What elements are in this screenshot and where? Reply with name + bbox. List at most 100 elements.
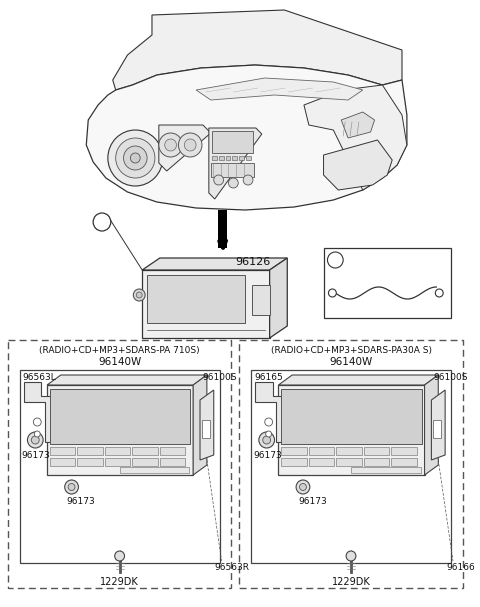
- Polygon shape: [217, 210, 228, 248]
- Bar: [251, 370, 451, 563]
- Bar: [309, 458, 335, 466]
- Circle shape: [31, 436, 39, 444]
- Bar: [252, 285, 270, 315]
- Polygon shape: [47, 375, 207, 385]
- Circle shape: [131, 153, 140, 163]
- Circle shape: [27, 432, 43, 448]
- Circle shape: [34, 431, 40, 437]
- Text: 96173: 96173: [67, 497, 96, 506]
- Bar: [232, 156, 237, 160]
- Polygon shape: [209, 128, 262, 199]
- Circle shape: [123, 146, 147, 170]
- Text: a: a: [333, 256, 338, 265]
- Polygon shape: [278, 375, 438, 385]
- Bar: [226, 156, 230, 160]
- Polygon shape: [200, 390, 214, 460]
- Bar: [132, 447, 158, 455]
- Circle shape: [33, 418, 41, 426]
- Bar: [212, 131, 253, 153]
- Text: 96100S: 96100S: [202, 373, 237, 382]
- Circle shape: [93, 213, 111, 231]
- Bar: [433, 420, 441, 438]
- Polygon shape: [304, 85, 407, 190]
- Bar: [47, 385, 193, 475]
- Text: 96173: 96173: [22, 452, 50, 461]
- Circle shape: [296, 480, 310, 494]
- Bar: [8, 340, 231, 588]
- Circle shape: [243, 175, 253, 185]
- Bar: [202, 420, 210, 438]
- Bar: [364, 458, 389, 466]
- Text: 96165: 96165: [254, 373, 283, 382]
- Text: 96125C: 96125C: [357, 255, 398, 265]
- Circle shape: [328, 289, 336, 297]
- Bar: [120, 467, 189, 473]
- Polygon shape: [196, 78, 363, 100]
- Text: 96563R: 96563R: [215, 563, 250, 572]
- Circle shape: [159, 133, 182, 157]
- Text: 96166: 96166: [446, 563, 475, 572]
- Bar: [281, 447, 307, 455]
- Circle shape: [346, 551, 356, 561]
- Bar: [391, 447, 417, 455]
- Polygon shape: [341, 112, 374, 138]
- Text: 1229DK: 1229DK: [332, 577, 371, 587]
- Text: (RADIO+CD+MP3+SDARS-PA30A S): (RADIO+CD+MP3+SDARS-PA30A S): [271, 345, 432, 354]
- Text: 96140W: 96140W: [98, 357, 141, 367]
- Circle shape: [108, 130, 163, 186]
- Bar: [239, 340, 463, 588]
- Bar: [147, 275, 245, 323]
- Text: 96140W: 96140W: [329, 357, 372, 367]
- Bar: [239, 156, 244, 160]
- Bar: [212, 156, 216, 160]
- Polygon shape: [270, 258, 287, 338]
- Circle shape: [133, 289, 145, 301]
- Polygon shape: [324, 140, 392, 190]
- Bar: [336, 458, 362, 466]
- Circle shape: [228, 178, 238, 188]
- Bar: [211, 163, 254, 177]
- Bar: [77, 447, 103, 455]
- Bar: [219, 156, 224, 160]
- Polygon shape: [193, 375, 207, 475]
- Text: 96173: 96173: [253, 452, 282, 461]
- Text: 96563L: 96563L: [23, 373, 56, 382]
- Text: 96126: 96126: [235, 257, 271, 267]
- Text: 1229DK: 1229DK: [100, 577, 139, 587]
- Bar: [160, 458, 185, 466]
- Bar: [105, 447, 131, 455]
- Polygon shape: [432, 390, 445, 460]
- Text: a: a: [99, 217, 105, 227]
- Polygon shape: [86, 65, 407, 210]
- Polygon shape: [113, 10, 402, 90]
- Bar: [281, 389, 421, 444]
- Circle shape: [263, 436, 271, 444]
- Circle shape: [266, 431, 272, 437]
- Polygon shape: [24, 382, 51, 442]
- Bar: [336, 447, 362, 455]
- Bar: [105, 458, 131, 466]
- Polygon shape: [424, 375, 438, 475]
- Circle shape: [327, 252, 343, 268]
- Bar: [132, 458, 158, 466]
- Circle shape: [116, 138, 155, 178]
- Circle shape: [184, 139, 196, 151]
- Bar: [50, 447, 75, 455]
- Text: (RADIO+CD+MP3+SDARS-PA 710S): (RADIO+CD+MP3+SDARS-PA 710S): [39, 345, 200, 354]
- Bar: [77, 458, 103, 466]
- Text: 96100S: 96100S: [433, 373, 468, 382]
- Bar: [278, 385, 424, 475]
- Circle shape: [115, 551, 124, 561]
- Circle shape: [214, 175, 224, 185]
- Circle shape: [136, 292, 142, 298]
- Bar: [142, 270, 270, 338]
- Bar: [309, 447, 335, 455]
- Bar: [391, 458, 417, 466]
- Bar: [364, 447, 389, 455]
- Polygon shape: [159, 125, 211, 171]
- Bar: [324, 248, 451, 318]
- Circle shape: [265, 418, 273, 426]
- Circle shape: [65, 480, 78, 494]
- Bar: [20, 370, 220, 563]
- Bar: [281, 458, 307, 466]
